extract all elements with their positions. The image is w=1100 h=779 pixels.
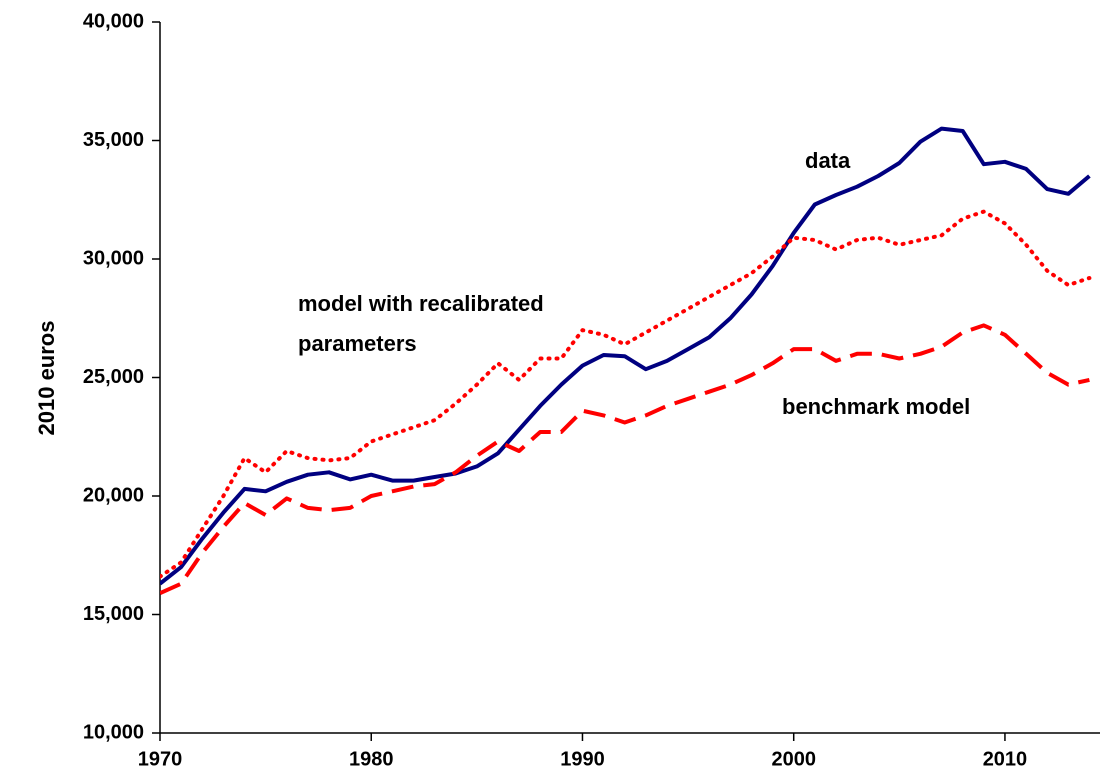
series-label: model with recalibrated [298,291,544,316]
series-line [160,323,1090,596]
y-tick-label: 35,000 [83,129,144,151]
series-line [160,209,1092,579]
x-tick-label: 1980 [349,748,394,770]
series-label: data [805,148,851,173]
y-tick-label: 20,000 [83,484,144,506]
y-tick-label: 15,000 [83,603,144,625]
y-tick-label: 30,000 [83,247,144,269]
x-tick-label: 2000 [771,748,816,770]
plot-area [160,126,1092,596]
x-tick-label: 1970 [138,748,183,770]
y-tick-label: 10,000 [83,721,144,743]
x-tick-label: 2010 [983,748,1028,770]
y-axis-title: 2010 euros [34,321,59,436]
series-line [160,126,1091,586]
y-tick-label: 25,000 [83,366,144,388]
x-tick-label: 1990 [560,748,605,770]
series-label: benchmark model [782,394,970,419]
y-tick-label: 40,000 [83,10,144,32]
series-label: parameters [298,331,417,356]
